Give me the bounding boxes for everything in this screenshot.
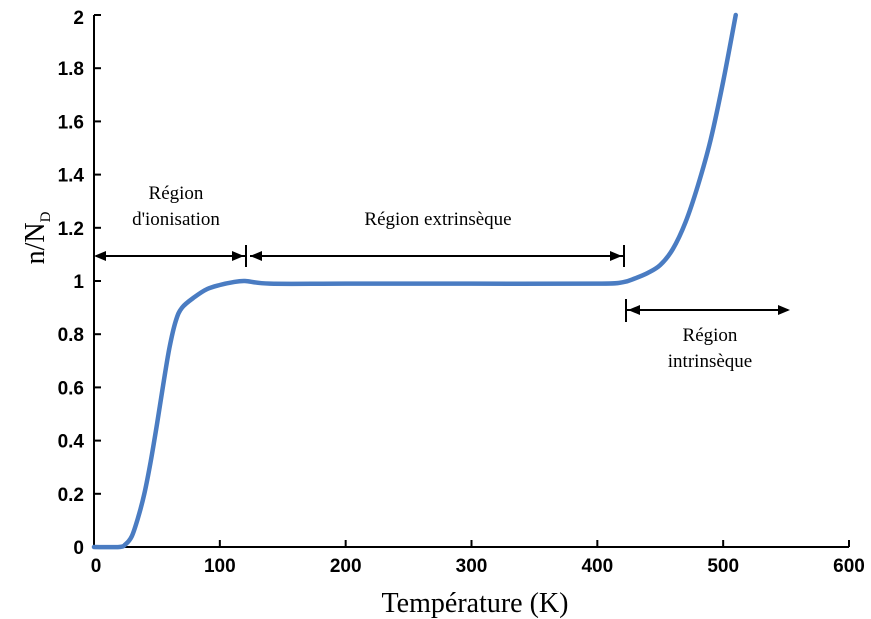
x-axis-ticks: 0 100 200 300 400 500 600 (91, 540, 865, 577)
y-tick-label: 2 (73, 8, 84, 29)
annotation-ionisation-line1: Région (149, 183, 204, 204)
x-axis-title: Température (K) (382, 588, 569, 619)
y-tick-label: 1.4 (58, 166, 85, 187)
x-tick-label: 400 (581, 556, 613, 577)
extrinseque-arrow (250, 245, 625, 267)
y-tick-label: 1 (73, 272, 84, 293)
annotation-intrinseque-line1: Région (683, 325, 738, 346)
svg-text:n/ND: n/ND (20, 211, 54, 264)
y-axis-ticks: 0 0.2 0.4 0.6 0.8 1 1.2 1.4 1.6 1.8 2 (58, 8, 101, 559)
y-tick-label: 0.6 (58, 378, 84, 399)
y-axis-title: n/ND (20, 211, 54, 264)
series-line (91, 12, 738, 550)
y-tick-label: 0.8 (58, 325, 84, 346)
annotation-extrinseque: Région extrinsèque (364, 209, 511, 230)
x-tick-label: 600 (833, 556, 865, 577)
x-tick-label: 0 (91, 556, 102, 577)
annotation-ionisation-line2: d'ionisation (132, 209, 220, 230)
annotation-intrinseque-line2: intrinsèque (668, 351, 752, 372)
y-tick-label: 1.8 (58, 59, 84, 80)
y-tick-label: 1.6 (58, 112, 84, 133)
x-tick-label: 200 (330, 556, 362, 577)
y-axis-title-sub: D (38, 211, 54, 222)
y-tick-label: 1.2 (58, 219, 84, 240)
y-tick-label: 0.4 (58, 432, 85, 453)
x-tick-label: 300 (456, 556, 488, 577)
y-tick-label: 0.2 (58, 485, 84, 506)
x-tick-label: 100 (204, 556, 236, 577)
x-tick-label: 500 (707, 556, 739, 577)
y-tick-label: 0 (73, 538, 84, 559)
intrinseque-arrow (625, 299, 790, 322)
y-axis-title-main: n/N (20, 222, 51, 264)
ionisation-arrow (94, 245, 247, 267)
